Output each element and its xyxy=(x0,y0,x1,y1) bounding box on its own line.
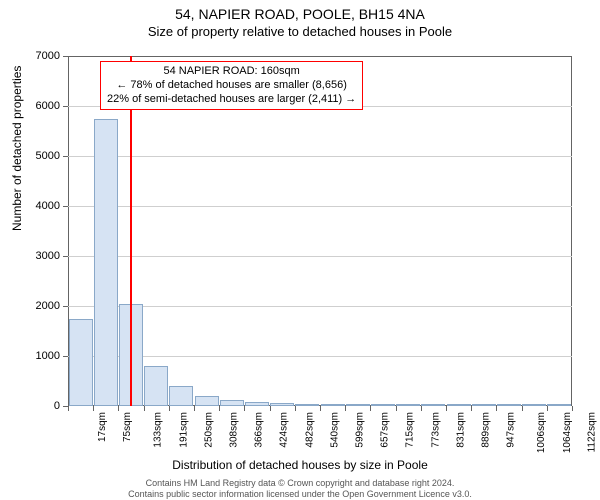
xtick-label: 831sqm xyxy=(455,412,466,448)
bar xyxy=(220,400,244,406)
gridline xyxy=(68,206,572,207)
xtick-mark xyxy=(270,406,271,411)
ytick-label: 4000 xyxy=(36,200,60,212)
attribution-line-1: Contains HM Land Registry data © Crown c… xyxy=(0,478,600,488)
bar xyxy=(195,396,219,406)
xtick-label: 75sqm xyxy=(122,412,133,442)
callout-line-2: ← 78% of detached houses are smaller (8,… xyxy=(107,79,356,93)
xtick-label: 715sqm xyxy=(405,412,416,448)
bar xyxy=(421,404,445,406)
xtick-label: 17sqm xyxy=(97,412,108,442)
bar xyxy=(396,404,420,406)
ytick-label: 6000 xyxy=(36,100,60,112)
xtick-mark xyxy=(144,406,145,411)
xtick-label: 133sqm xyxy=(153,412,164,448)
bar xyxy=(371,404,395,406)
xtick-mark xyxy=(547,406,548,411)
bar xyxy=(447,404,471,406)
ytick-mark xyxy=(63,156,68,157)
xtick-label: 773sqm xyxy=(430,412,441,448)
ytick-mark xyxy=(63,356,68,357)
gridline xyxy=(68,306,572,307)
ytick-label: 1000 xyxy=(36,350,60,362)
xtick-label: 540sqm xyxy=(329,412,340,448)
gridline xyxy=(68,156,572,157)
xtick-label: 1122sqm xyxy=(586,412,597,452)
ytick-label: 5000 xyxy=(36,150,60,162)
xtick-label: 657sqm xyxy=(380,412,391,448)
axis-right xyxy=(571,56,572,406)
ytick-mark xyxy=(63,306,68,307)
xtick-mark xyxy=(496,406,497,411)
ytick-label: 2000 xyxy=(36,300,60,312)
bar xyxy=(69,319,93,407)
gridline xyxy=(68,256,572,257)
bar xyxy=(547,404,571,406)
xtick-mark xyxy=(118,406,119,411)
ytick-label: 0 xyxy=(54,400,60,412)
ytick-mark xyxy=(63,56,68,57)
gridline xyxy=(68,356,572,357)
xtick-mark xyxy=(320,406,321,411)
callout-line-1: 54 NAPIER ROAD: 160sqm xyxy=(107,65,356,79)
xtick-label: 599sqm xyxy=(355,412,366,448)
ytick-mark xyxy=(63,206,68,207)
xtick-mark xyxy=(169,406,170,411)
bar xyxy=(94,119,118,407)
xtick-mark xyxy=(572,406,573,411)
bar xyxy=(497,404,521,406)
chart-container: 54, NAPIER ROAD, POOLE, BH15 4NA Size of… xyxy=(0,0,600,500)
xtick-label: 482sqm xyxy=(304,412,315,448)
bar xyxy=(472,404,496,406)
xtick-mark xyxy=(370,406,371,411)
xtick-label: 424sqm xyxy=(279,412,290,448)
xtick-mark xyxy=(295,406,296,411)
xtick-mark xyxy=(421,406,422,411)
bar xyxy=(346,404,370,407)
bar xyxy=(169,386,193,406)
callout-line-3: 22% of semi-detached houses are larger (… xyxy=(107,93,356,107)
axis-top xyxy=(68,56,572,57)
xtick-mark xyxy=(446,406,447,411)
x-axis-label: Distribution of detached houses by size … xyxy=(0,458,600,472)
xtick-label: 1006sqm xyxy=(537,412,548,453)
chart-subtitle: Size of property relative to detached ho… xyxy=(0,22,600,39)
ytick-mark xyxy=(63,256,68,257)
highlight-callout: 54 NAPIER ROAD: 160sqm ← 78% of detached… xyxy=(100,61,363,110)
xtick-label: 366sqm xyxy=(254,412,265,448)
bar xyxy=(245,402,269,406)
xtick-mark xyxy=(244,406,245,411)
xtick-label: 889sqm xyxy=(481,412,492,448)
xtick-mark xyxy=(68,406,69,411)
bar xyxy=(144,366,168,406)
xtick-mark xyxy=(194,406,195,411)
xtick-mark xyxy=(93,406,94,411)
xtick-label: 308sqm xyxy=(229,412,240,448)
xtick-mark xyxy=(522,406,523,411)
y-axis-label: Number of detached properties xyxy=(10,66,24,231)
ytick-label: 3000 xyxy=(36,250,60,262)
xtick-mark xyxy=(396,406,397,411)
xtick-mark xyxy=(471,406,472,411)
xtick-label: 191sqm xyxy=(178,412,189,448)
attribution-line-2: Contains public sector information licen… xyxy=(0,489,600,499)
xtick-mark xyxy=(219,406,220,411)
ytick-label: 7000 xyxy=(36,50,60,62)
xtick-mark xyxy=(345,406,346,411)
bar xyxy=(321,404,345,407)
xtick-label: 947sqm xyxy=(506,412,517,448)
chart-title: 54, NAPIER ROAD, POOLE, BH15 4NA xyxy=(0,0,600,22)
bar xyxy=(295,404,319,407)
ytick-mark xyxy=(63,106,68,107)
xtick-label: 250sqm xyxy=(203,412,214,448)
bar xyxy=(270,403,294,406)
xtick-label: 1064sqm xyxy=(562,412,573,453)
bar xyxy=(522,404,546,406)
